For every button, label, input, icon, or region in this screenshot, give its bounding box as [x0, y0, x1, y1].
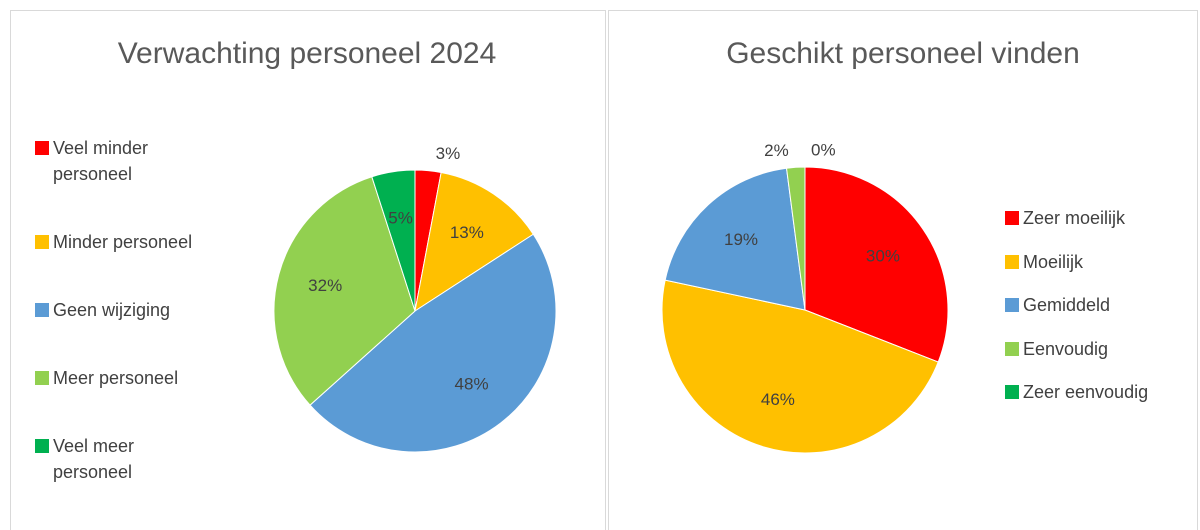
- legend-swatch: [1005, 341, 1019, 356]
- legend-item: Moeilijk: [1005, 249, 1190, 275]
- legend-item: Meer personeel: [35, 365, 195, 391]
- legend-item: Eenvoudig: [1005, 336, 1190, 362]
- pie-slice: [661, 279, 939, 454]
- pie-slice: [414, 171, 534, 313]
- legend-label: Geen wijziging: [53, 300, 171, 320]
- chart-title: Verwachting personeel 2024: [118, 37, 497, 70]
- legend-swatch: [1005, 254, 1019, 269]
- legend-label: Veel minder personeel: [53, 138, 149, 184]
- legend-label: Zeer eenvoudig: [1023, 382, 1149, 402]
- legend-swatch: [1005, 385, 1019, 399]
- pie-slice: [273, 176, 416, 406]
- legend-item: Gemiddeld: [1005, 292, 1190, 318]
- pie-slice: [371, 169, 416, 312]
- legend-swatch: [35, 371, 49, 385]
- legend-swatch: [35, 141, 49, 155]
- legend: Zeer moeilijk Moeilijk Gemiddeld Eenvoudig Z…: [1005, 205, 1190, 405]
- data-label: 48%: [455, 374, 489, 393]
- chart-panel: [10, 10, 606, 530]
- legend-item: Zeer eenvoudig: [1005, 379, 1190, 405]
- data-label: 32%: [308, 276, 342, 295]
- legend-label: Meer personeel: [53, 368, 179, 388]
- data-label: 46%: [761, 390, 795, 409]
- data-label: 13%: [450, 223, 484, 242]
- legend-swatch: [1005, 211, 1019, 225]
- data-label: 19%: [724, 230, 758, 249]
- legend-item: Zeer moeilijk: [1005, 205, 1190, 231]
- legend-item: Geen wijziging: [35, 297, 195, 323]
- legend-item: Minder personeel: [35, 229, 195, 255]
- legend-label: Eenvoudig: [1023, 338, 1109, 359]
- pie-slice: [664, 167, 806, 311]
- data-label: 30%: [866, 246, 900, 265]
- legend-swatch: [35, 303, 49, 317]
- data-label: 5%: [388, 209, 413, 228]
- legend-item: Veel minder personeel: [35, 135, 195, 187]
- data-label: 3%: [436, 144, 461, 163]
- pie-slice: [804, 166, 949, 363]
- chart-panel: [608, 10, 1198, 530]
- data-label: 0%: [811, 140, 836, 159]
- data-label: 2%: [764, 141, 789, 160]
- legend-label: Zeer moeilijk: [1023, 208, 1126, 228]
- legend: Veel minder personeel Minder personeel Gee…: [35, 135, 195, 485]
- pie-slice: [785, 166, 806, 311]
- legend-swatch: [1005, 298, 1019, 312]
- legend-label: Veel meer personeel: [53, 436, 135, 482]
- legend-label: Gemiddeld: [1023, 295, 1111, 315]
- legend-item: Veel meer personeel: [35, 433, 195, 485]
- legend-label: Minder personeel: [53, 232, 193, 252]
- pie-slice: [309, 233, 557, 453]
- legend-swatch: [35, 235, 49, 249]
- legend-label: Moeilijk: [1023, 251, 1084, 272]
- legend-swatch: [35, 439, 49, 453]
- chart-title: Geschikt personeel vinden: [726, 37, 1080, 70]
